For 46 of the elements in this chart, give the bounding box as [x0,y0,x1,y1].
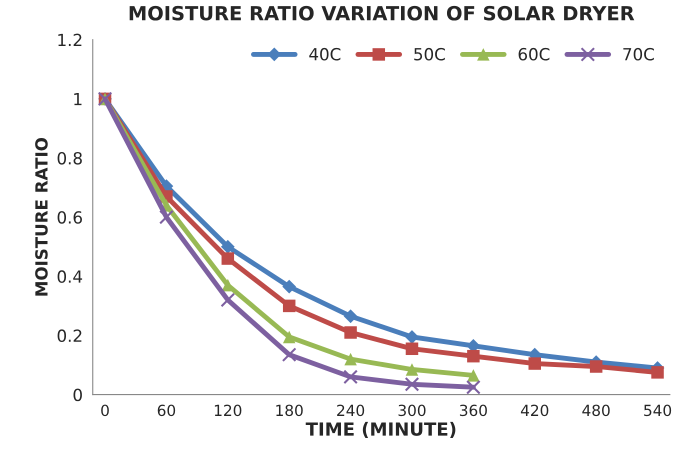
point [344,352,357,366]
x-tick-label: 540 [644,404,672,416]
y-axis-title: MOISTURE RATIO [35,138,48,296]
x-tick-label: 0 [101,404,109,416]
x-tick-label: 480 [582,404,610,416]
point [344,309,358,324]
legend-label: 50C [414,48,445,60]
x-tick-label: 60 [158,404,176,416]
point [344,326,357,339]
point [467,350,480,362]
point [343,370,358,384]
point [220,292,236,308]
point [404,376,420,392]
legend-label: 40C [309,48,340,60]
point [159,210,174,224]
y-tick-label: 0.4 [58,270,82,283]
y-tick-label: 0 [74,388,82,402]
point [220,240,235,254]
point [282,280,296,294]
y-tick-label: 0.2 [58,329,82,342]
y-tick-label: 0.8 [58,152,82,165]
x-tick-label: 360 [460,404,487,416]
legend-label: 70C [623,48,654,60]
legend-label: 60C [518,48,550,60]
point [590,360,602,373]
y-tick-label: 1 [74,93,82,106]
point [406,363,418,376]
chart-title: MOISTURE RATIO VARIATION OF SOLAR DRYER [130,6,634,21]
x-tick-label: 180 [276,404,303,416]
point [405,330,419,344]
point [282,300,296,312]
x-axis-title: TIME (MINUTE) [306,422,456,438]
x-tick-label: 300 [398,404,426,416]
point [528,357,542,370]
point [466,380,481,395]
x-tick-label: 120 [214,404,242,416]
point [651,366,664,379]
point [282,347,296,362]
point [467,369,480,382]
y-tick-label: 0.6 [58,211,82,224]
y-tick-label: 1.2 [58,34,82,46]
x-tick-label: 420 [520,404,548,416]
point [406,342,418,356]
point [282,330,296,344]
point [222,252,234,265]
x-tick-label: 240 [337,404,364,416]
